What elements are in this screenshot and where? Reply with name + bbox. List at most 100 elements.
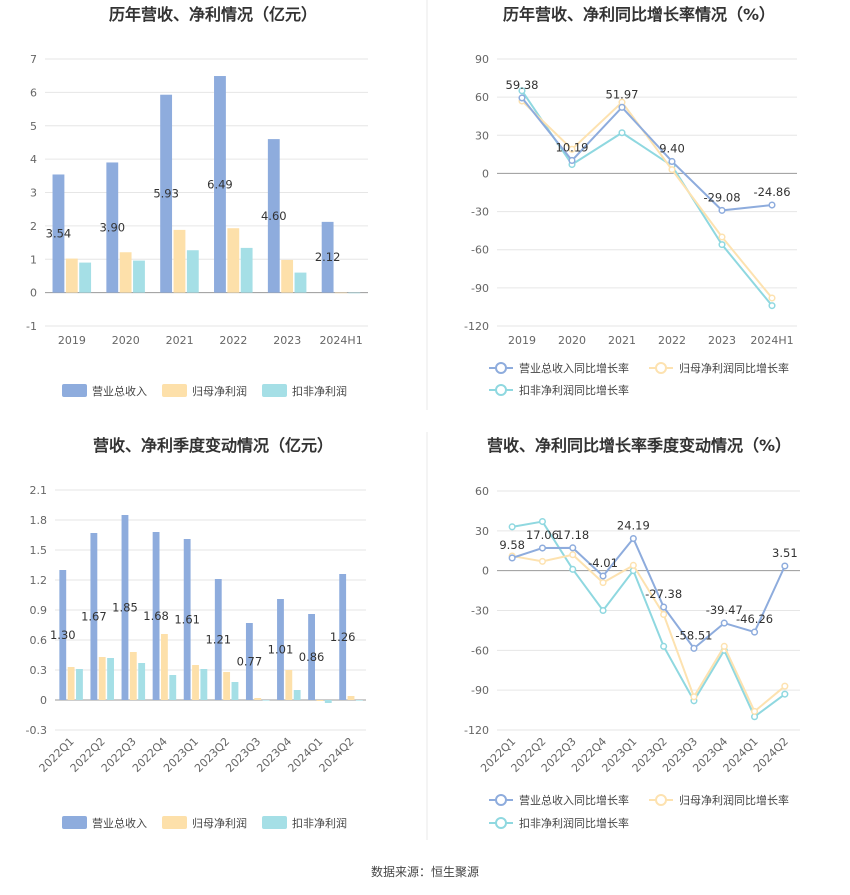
data-point xyxy=(668,166,676,174)
bar xyxy=(254,698,262,700)
bar xyxy=(321,221,334,293)
bar xyxy=(52,174,65,293)
legend-label: 归母净利润同比增长率 xyxy=(679,793,789,807)
bar xyxy=(59,570,67,700)
y-tick-label: 6 xyxy=(30,86,37,99)
data-point xyxy=(668,157,676,166)
bar xyxy=(79,262,92,293)
data-label: 1.26 xyxy=(330,630,356,644)
legend-label: 营业总收入 xyxy=(92,384,147,398)
data-label: 6.49 xyxy=(207,177,233,191)
series-line xyxy=(511,536,786,650)
y-tick-label: 0.9 xyxy=(30,604,48,617)
bar xyxy=(98,657,106,700)
legend-label: 扣非净利润同比增长率 xyxy=(519,383,629,397)
x-tick-label: 2022 xyxy=(658,334,686,347)
data-point xyxy=(660,610,668,619)
y-tick-label: -120 xyxy=(464,724,489,737)
legend-label: 扣非净利润 xyxy=(292,816,347,830)
legend-swatch-marker xyxy=(655,362,667,374)
data-point xyxy=(568,145,576,153)
data-label: 1.85 xyxy=(112,601,138,615)
data-point xyxy=(690,644,698,652)
y-tick-label: 0 xyxy=(30,287,37,300)
bar xyxy=(186,250,199,293)
y-tick-label: 1 xyxy=(30,253,37,266)
annual-revenue-profit-bar-chart: 历年营收、净利情况（亿元） -1 0 1 2 3 4 5 6 7 2019 2020 2021 2022… xyxy=(26,5,368,398)
bar xyxy=(245,623,253,700)
bar xyxy=(65,258,78,293)
chart-title: 历年营收、净利同比增长率情况（%） xyxy=(503,5,775,24)
y-tick-label: 2.1 xyxy=(30,484,48,497)
data-point xyxy=(720,619,728,627)
bar xyxy=(339,574,347,700)
bar xyxy=(138,663,146,700)
bar xyxy=(107,658,114,700)
data-label: 9.58 xyxy=(499,538,525,552)
data-point xyxy=(781,682,789,690)
bar xyxy=(76,669,83,700)
data-point xyxy=(690,693,698,701)
legend-label: 归母净利润同比增长率 xyxy=(679,361,789,375)
x-tick-label: 2019 xyxy=(508,334,536,347)
data-point xyxy=(660,642,668,650)
data-label: 1.68 xyxy=(143,609,169,623)
data-label: 1.61 xyxy=(174,613,200,627)
legend-swatch xyxy=(62,816,87,829)
bar xyxy=(348,292,361,294)
data-point xyxy=(718,241,726,249)
bar xyxy=(173,229,186,293)
data-point xyxy=(599,572,607,580)
series-line xyxy=(521,97,773,212)
legend-swatch-marker xyxy=(495,384,507,396)
bar xyxy=(223,672,231,700)
data-point xyxy=(518,87,526,95)
data-point xyxy=(751,707,759,715)
bar xyxy=(285,670,293,700)
data-point xyxy=(599,606,607,615)
series-line xyxy=(521,100,773,299)
data-label: 0.77 xyxy=(237,655,263,669)
y-tick-label: 4 xyxy=(30,153,37,166)
data-label: -46.26 xyxy=(736,612,773,626)
legend-label: 营业总收入同比增长率 xyxy=(519,361,629,375)
legend-label: 归母净利润 xyxy=(192,816,247,830)
legend-label: 归母净利润 xyxy=(192,384,247,398)
quarterly-revenue-profit-bar-chart: 营收、净利季度变动情况（亿元） -0.3 0 0.3 0.6 0.9 1.2 1.5 1.8 2… xyxy=(26,436,366,830)
data-point xyxy=(720,642,728,650)
data-label: 17.06 xyxy=(526,528,559,542)
data-point xyxy=(768,294,776,302)
bar xyxy=(200,669,208,700)
chart-title: 历年营收、净利情况（亿元） xyxy=(109,5,317,24)
legend-label: 扣非净利润同比增长率 xyxy=(519,816,629,830)
series-line xyxy=(521,90,773,307)
data-label: -4.01 xyxy=(588,556,618,570)
bar xyxy=(347,696,355,700)
legend-label: 扣非净利润 xyxy=(292,384,347,398)
bar xyxy=(169,675,177,700)
data-point xyxy=(518,94,526,102)
data-point xyxy=(618,129,626,137)
data-point xyxy=(508,523,516,531)
data-point xyxy=(538,517,547,526)
x-tick-label: 2023 xyxy=(708,334,736,347)
y-tick-label: 0 xyxy=(482,565,489,578)
y-tick-label: 1.5 xyxy=(30,544,48,557)
bar xyxy=(277,599,284,700)
data-point xyxy=(538,557,547,565)
y-tick-label: 7 xyxy=(30,53,37,66)
data-label: 17.18 xyxy=(556,528,589,542)
y-tick-label: -90 xyxy=(471,684,489,697)
y-tick-label: 0 xyxy=(40,694,47,707)
legend-swatch xyxy=(162,384,187,397)
data-label: -39.47 xyxy=(706,603,743,617)
bar xyxy=(231,682,239,700)
y-tick-label: -1 xyxy=(26,320,37,333)
bar xyxy=(152,532,160,700)
y-tick-label: 3 xyxy=(30,187,37,200)
data-point xyxy=(781,690,789,698)
y-tick-label: 2 xyxy=(30,220,37,233)
bar xyxy=(240,247,253,293)
bar xyxy=(335,292,347,294)
data-label: 1.21 xyxy=(205,633,231,647)
